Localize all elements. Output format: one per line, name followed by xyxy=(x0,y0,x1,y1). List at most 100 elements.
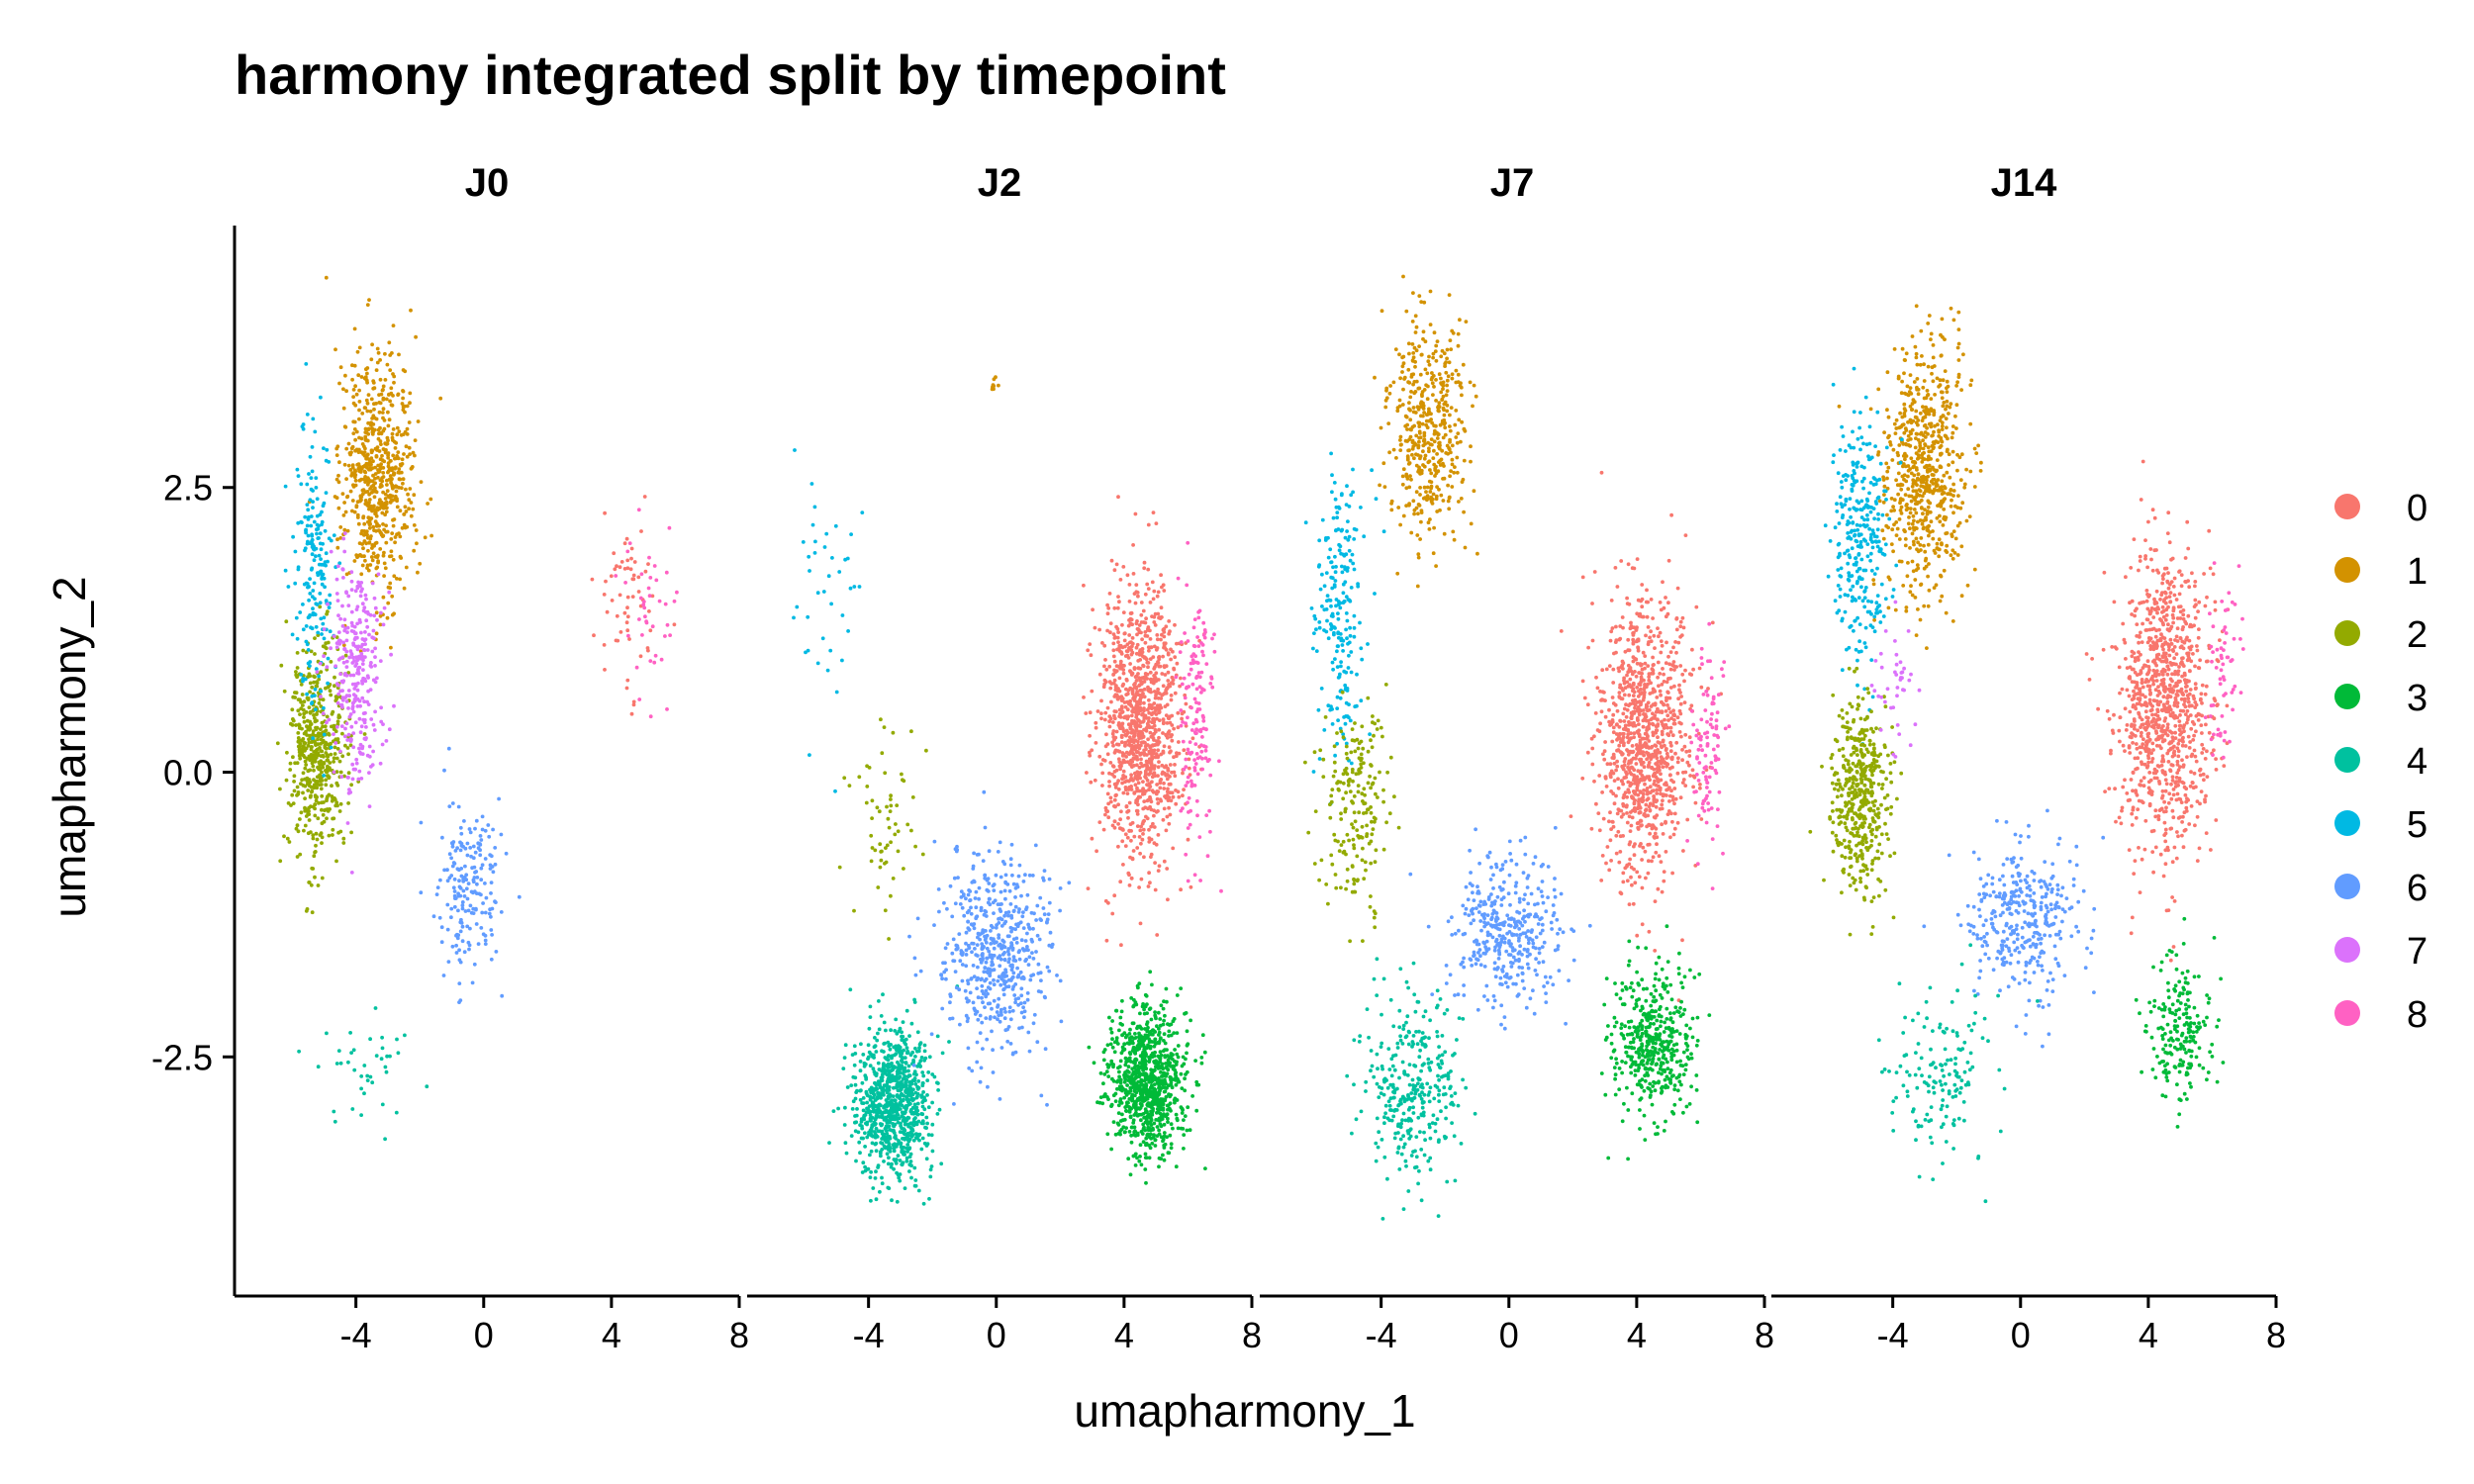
point-cluster-0 xyxy=(1140,689,1144,693)
point-cluster-2 xyxy=(303,808,308,813)
point-cluster-2 xyxy=(298,697,302,702)
point-cluster-4 xyxy=(898,1159,903,1162)
point-cluster-1 xyxy=(352,326,357,331)
point-cluster-4 xyxy=(352,1067,357,1072)
point-cluster-0 xyxy=(1162,589,1167,593)
point-cluster-3 xyxy=(1116,1111,1121,1115)
point-cluster-0 xyxy=(1093,778,1097,783)
point-cluster-0 xyxy=(1167,619,1172,623)
point-cluster-2 xyxy=(320,841,324,845)
point-cluster-1 xyxy=(381,595,386,600)
point-cluster-3 xyxy=(1144,1143,1148,1148)
point-cluster-2 xyxy=(324,686,328,691)
point-cluster-3 xyxy=(1160,1082,1165,1087)
point-cluster-7 xyxy=(341,576,345,580)
point-cluster-0 xyxy=(1105,611,1110,616)
point-cluster-4 xyxy=(947,1040,951,1044)
point-cluster-7 xyxy=(365,674,370,679)
point-cluster-4 xyxy=(939,1161,944,1166)
point-cluster-4 xyxy=(348,1031,352,1035)
point-cluster-0 xyxy=(1166,679,1171,683)
point-cluster-4 xyxy=(853,1082,858,1087)
point-cluster-0 xyxy=(1119,735,1124,739)
point-cluster-4 xyxy=(860,1124,864,1129)
point-cluster-7 xyxy=(338,689,342,694)
point-cluster-7 xyxy=(344,699,349,703)
point-cluster-1 xyxy=(401,389,406,394)
point-cluster-3 xyxy=(1199,1056,1204,1060)
points-J2 xyxy=(792,375,1223,1206)
point-cluster-7 xyxy=(378,659,383,663)
point-cluster-1 xyxy=(336,473,340,478)
point-cluster-0 xyxy=(1131,543,1135,547)
point-cluster-4 xyxy=(904,1042,908,1047)
point-cluster-8 xyxy=(1179,640,1184,644)
point-cluster-1 xyxy=(345,495,349,500)
point-cluster-2 xyxy=(296,731,301,735)
point-cluster-0 xyxy=(1169,749,1173,754)
point-cluster-2 xyxy=(284,619,289,624)
point-cluster-0 xyxy=(1151,716,1156,721)
point-cluster-0 xyxy=(1147,697,1151,702)
point-cluster-4 xyxy=(886,1058,891,1063)
point-cluster-2 xyxy=(320,800,324,805)
point-cluster-0 xyxy=(1159,637,1163,642)
point-cluster-8 xyxy=(1203,748,1208,753)
point-cluster-1 xyxy=(409,308,413,313)
point-cluster-1 xyxy=(389,459,393,463)
point-cluster-0 xyxy=(624,536,629,541)
point-cluster-4 xyxy=(894,1017,899,1022)
point-cluster-4 xyxy=(935,1080,939,1085)
point-cluster-3 xyxy=(1159,1053,1164,1058)
point-cluster-2 xyxy=(317,677,322,682)
point-cluster-7 xyxy=(340,624,345,628)
point-cluster-3 xyxy=(1131,1121,1136,1125)
point-cluster-0 xyxy=(1167,729,1172,734)
point-cluster-1 xyxy=(389,386,394,391)
point-cluster-3 xyxy=(1167,1103,1171,1107)
point-cluster-8 xyxy=(672,599,677,603)
point-cluster-3 xyxy=(1158,1017,1163,1021)
point-cluster-0 xyxy=(1118,880,1123,884)
point-cluster-5 xyxy=(314,707,318,712)
point-cluster-4 xyxy=(909,1163,913,1168)
point-cluster-3 xyxy=(1109,1103,1113,1108)
point-cluster-1 xyxy=(343,510,348,514)
point-cluster-5 xyxy=(315,513,320,518)
point-cluster-2 xyxy=(300,726,304,731)
point-cluster-2 xyxy=(303,823,308,828)
point-cluster-8 xyxy=(1189,705,1193,710)
point-cluster-8 xyxy=(1186,639,1190,643)
point-cluster-3 xyxy=(1122,1079,1127,1084)
point-cluster-8 xyxy=(1192,766,1197,770)
point-cluster-1 xyxy=(346,441,351,446)
point-cluster-7 xyxy=(369,717,374,721)
point-cluster-7 xyxy=(353,631,357,636)
point-cluster-0 xyxy=(1113,688,1118,693)
point-cluster-3 xyxy=(1124,1057,1129,1062)
point-cluster-1 xyxy=(408,487,413,491)
point-cluster-0 xyxy=(1165,777,1170,782)
point-cluster-8 xyxy=(1196,609,1200,614)
point-cluster-0 xyxy=(1159,705,1164,710)
point-cluster-5 xyxy=(310,469,315,474)
point-cluster-2 xyxy=(278,859,283,864)
point-cluster-3 xyxy=(1167,1029,1172,1034)
point-cluster-0 xyxy=(1151,678,1156,682)
point-cluster-5 xyxy=(320,577,324,581)
point-cluster-8 xyxy=(636,508,641,512)
point-cluster-1 xyxy=(351,395,355,399)
point-cluster-1 xyxy=(360,488,365,493)
point-cluster-0 xyxy=(1150,752,1154,757)
point-cluster-2 xyxy=(307,740,312,745)
point-cluster-0 xyxy=(1118,643,1123,648)
point-cluster-2 xyxy=(333,675,336,680)
point-cluster-1 xyxy=(403,505,408,510)
point-cluster-6 xyxy=(469,854,473,859)
point-cluster-4 xyxy=(875,1103,880,1108)
point-cluster-5 xyxy=(312,581,317,586)
point-cluster-4 xyxy=(869,1052,873,1057)
point-cluster-0 xyxy=(1120,622,1124,627)
point-cluster-1 xyxy=(377,410,382,415)
point-cluster-0 xyxy=(1137,835,1142,839)
